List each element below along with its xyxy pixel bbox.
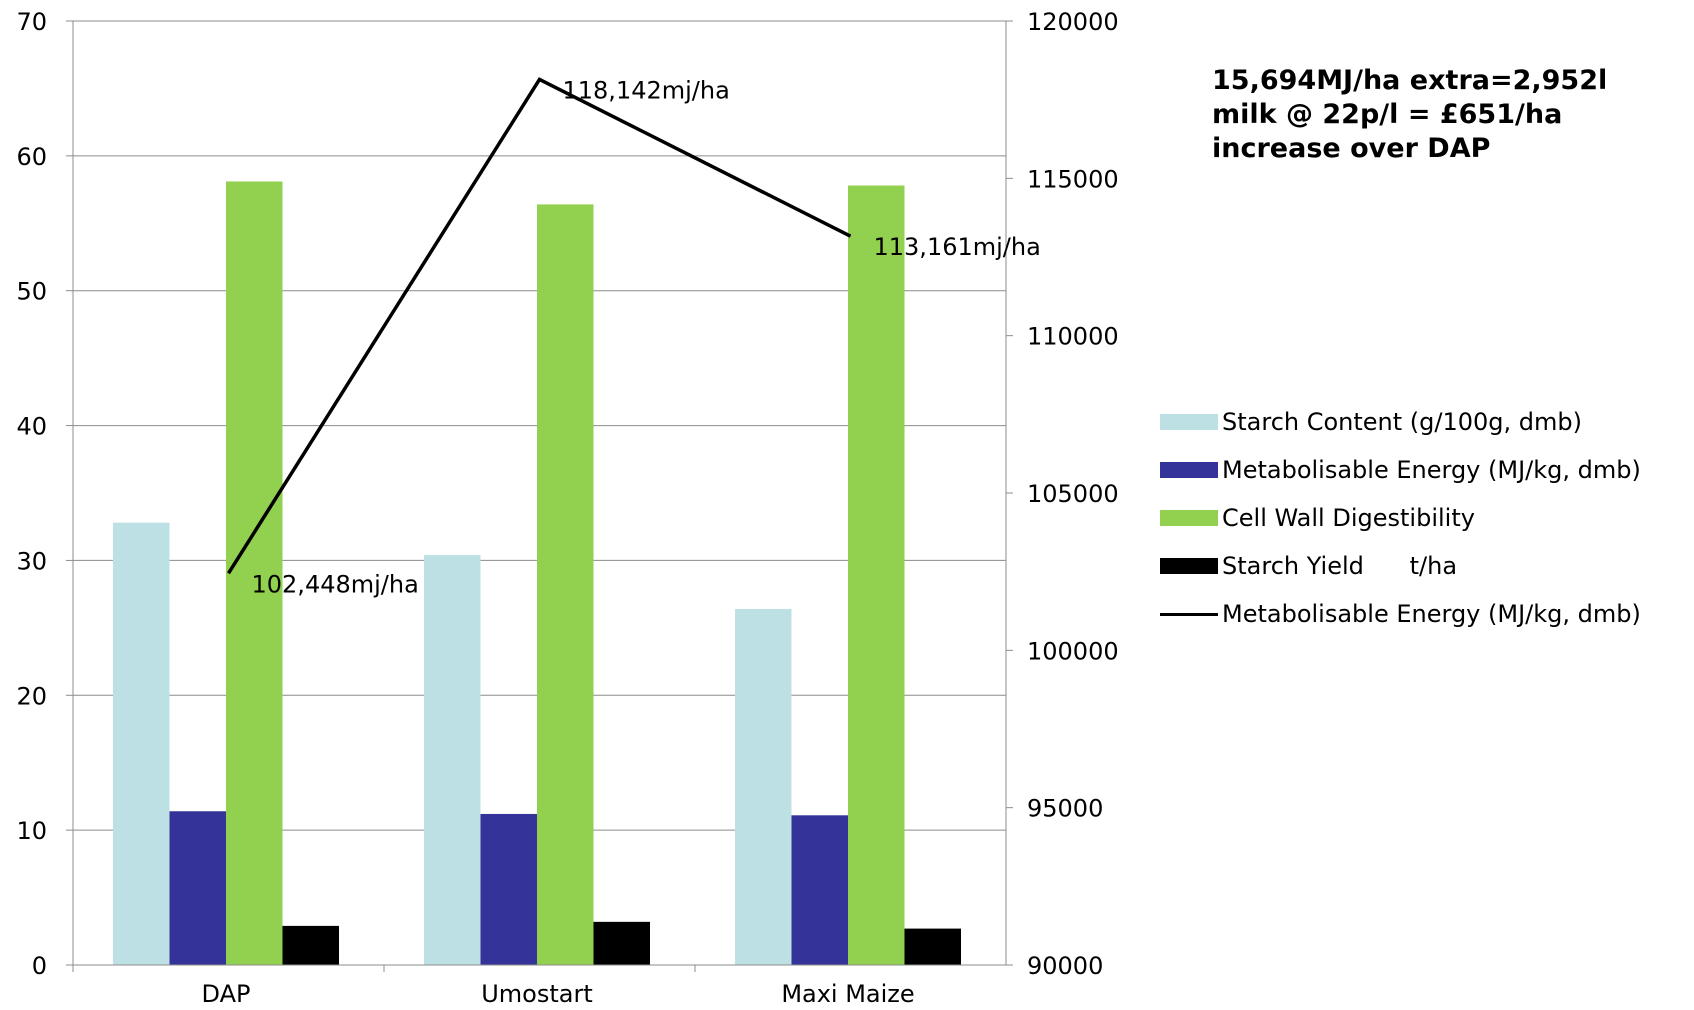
bar xyxy=(169,811,226,965)
legend-item-metabolisable-energy-line: Metabolisable Energy (MJ/kg, dmb) xyxy=(1160,590,1641,638)
category-label: Umostart xyxy=(481,980,593,1008)
bar xyxy=(424,555,481,965)
legend-swatch xyxy=(1160,414,1218,430)
bar xyxy=(282,925,339,965)
bar xyxy=(113,522,170,965)
legend-swatch-line xyxy=(1160,612,1218,616)
right-tick-label: 105000 xyxy=(1027,480,1119,508)
bar xyxy=(735,608,792,965)
left-axis-ticks: 0 10 20 30 40 50 60 70 xyxy=(16,8,47,980)
annotation-note: 15,694MJ/ha extra=2,952l milk @ 22p/l = … xyxy=(1212,64,1682,166)
bar xyxy=(848,185,905,966)
legend-label: Starch Yield t/ha xyxy=(1222,552,1458,580)
left-tick-label: 50 xyxy=(16,278,47,306)
left-tick-label: 0 xyxy=(32,952,47,980)
line-data-labels: 102,448mj/ha 118,142mj/ha 113,161mj/ha xyxy=(252,76,1041,598)
bars xyxy=(113,181,961,966)
bar xyxy=(226,181,283,966)
energy-line xyxy=(227,77,852,575)
legend-swatch xyxy=(1160,462,1218,478)
legend-item-cell-wall-digestibility: Cell Wall Digestibility xyxy=(1160,494,1641,542)
bar xyxy=(904,928,961,965)
legend-label: Metabolisable Energy (MJ/kg, dmb) xyxy=(1222,456,1641,484)
axes xyxy=(66,20,1013,972)
annotation-line-1: 15,694MJ/ha extra=2,952l xyxy=(1212,65,1608,96)
annotation-line-2: milk @ 22p/l = £651/ha xyxy=(1212,99,1563,130)
legend-item-starch-content: Starch Content (g/100g, dmb) xyxy=(1160,398,1641,446)
line-data-label: 113,161mj/ha xyxy=(874,233,1041,261)
legend-swatch xyxy=(1160,510,1218,526)
bar xyxy=(593,921,650,965)
category-label: DAP xyxy=(202,980,251,1008)
category-label: Maxi Maize xyxy=(781,980,914,1008)
category-labels: DAP Umostart Maxi Maize xyxy=(202,980,915,1008)
left-tick-label: 20 xyxy=(16,682,47,710)
left-tick-label: 60 xyxy=(16,143,47,171)
right-tick-label: 100000 xyxy=(1027,637,1119,665)
right-tick-label: 95000 xyxy=(1027,795,1103,823)
bar xyxy=(537,204,594,966)
legend-label: Cell Wall Digestibility xyxy=(1222,504,1475,532)
annotation-line-3: increase over DAP xyxy=(1212,133,1491,164)
left-tick-label: 40 xyxy=(16,413,47,441)
legend-label: Starch Content (g/100g, dmb) xyxy=(1222,408,1582,436)
legend-item-starch-yield: Starch Yield t/ha xyxy=(1160,542,1641,590)
bar xyxy=(791,815,848,965)
left-tick-label: 70 xyxy=(16,8,47,36)
bar xyxy=(480,813,537,965)
right-tick-label: 90000 xyxy=(1027,952,1103,980)
line-data-label: 102,448mj/ha xyxy=(252,570,419,598)
legend-item-metabolisable-energy-bar: Metabolisable Energy (MJ/kg, dmb) xyxy=(1160,446,1641,494)
legend: Starch Content (g/100g, dmb) Metabolisab… xyxy=(1160,398,1641,638)
right-tick-label: 115000 xyxy=(1027,165,1119,193)
left-tick-label: 10 xyxy=(16,817,47,845)
right-axis-ticks: 90000 95000 100000 105000 110000 115000 120000 xyxy=(1027,8,1119,980)
line-data-label: 118,142mj/ha xyxy=(563,76,730,104)
right-tick-label: 120000 xyxy=(1027,8,1119,36)
left-tick-label: 30 xyxy=(16,547,47,575)
right-tick-label: 110000 xyxy=(1027,323,1119,351)
legend-label: Metabolisable Energy (MJ/kg, dmb) xyxy=(1222,600,1641,628)
legend-swatch xyxy=(1160,558,1218,574)
